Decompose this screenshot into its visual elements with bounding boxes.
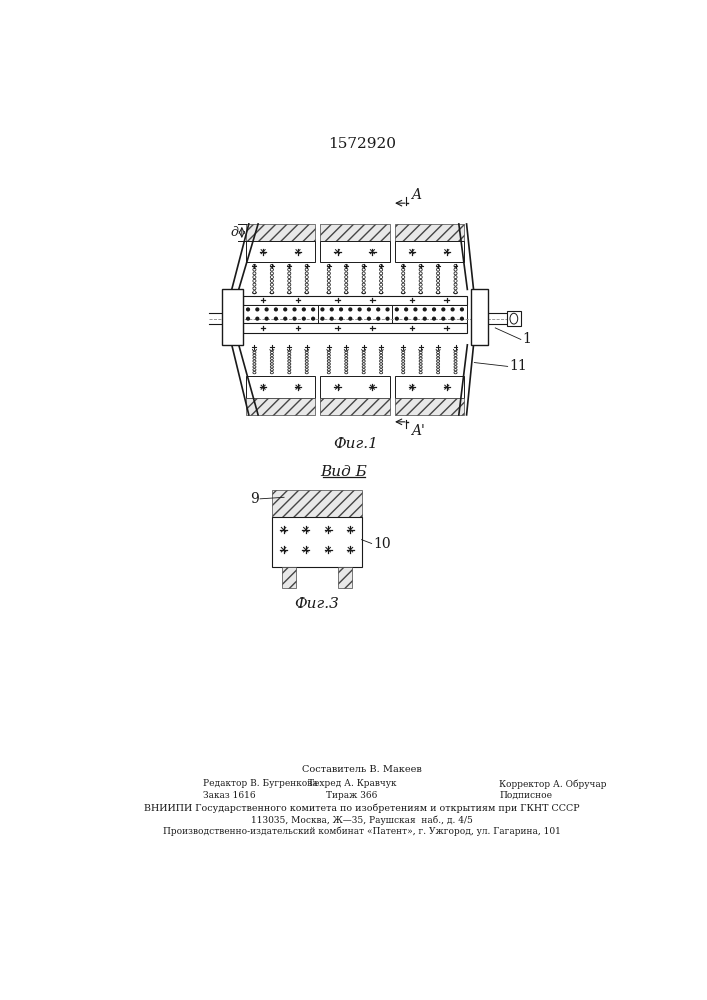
Bar [281,567,296,588]
Circle shape [349,308,351,311]
Circle shape [368,308,370,311]
Circle shape [395,308,398,311]
Circle shape [451,317,454,320]
Bar [320,376,390,398]
Circle shape [460,308,463,311]
Circle shape [312,308,315,311]
Circle shape [423,317,426,320]
Text: 1: 1 [522,332,531,346]
Circle shape [451,308,454,311]
Bar [320,241,390,262]
Circle shape [256,308,259,311]
Circle shape [460,317,463,320]
Circle shape [284,308,286,311]
Circle shape [442,308,445,311]
Text: 11: 11 [509,359,527,373]
Circle shape [358,308,361,311]
Text: 10: 10 [373,536,391,550]
Text: Тираж 366: Тираж 366 [326,791,378,800]
Circle shape [368,317,370,320]
Bar [395,241,464,262]
Bar [507,311,521,326]
Text: Составитель В. Макеев: Составитель В. Макеев [302,765,422,774]
Circle shape [339,308,342,311]
Ellipse shape [510,313,518,324]
Bar [317,305,392,323]
Text: Фиг.1: Фиг.1 [333,437,378,451]
Circle shape [284,317,286,320]
Text: Подписное: Подписное [499,791,552,800]
Circle shape [414,308,417,311]
Circle shape [423,308,426,311]
Bar [272,490,361,517]
Circle shape [303,308,305,311]
Circle shape [433,317,436,320]
Circle shape [349,317,351,320]
Bar [243,323,467,333]
Circle shape [321,317,324,320]
Circle shape [303,317,305,320]
Circle shape [274,308,277,311]
Circle shape [404,308,407,311]
Circle shape [274,317,277,320]
Text: Редактор В. Бугренкова: Редактор В. Бугренкова [203,779,317,788]
Circle shape [386,317,389,320]
Circle shape [256,317,259,320]
Bar [395,398,464,415]
Bar [243,296,467,305]
Circle shape [442,317,445,320]
Circle shape [433,308,436,311]
Text: Фиг.3: Фиг.3 [295,597,339,611]
Circle shape [330,317,333,320]
Bar [246,224,315,241]
Bar [320,224,390,241]
Circle shape [312,317,315,320]
Text: Производственно-издательский комбинат «Патент», г. Ужгород, ул. Гагарина, 101: Производственно-издательский комбинат «П… [163,826,561,836]
Text: 113035, Москва, Ж—35, Раушская  наб., д. 4/5: 113035, Москва, Ж—35, Раушская наб., д. … [251,815,473,825]
Bar [392,305,467,323]
Text: ВНИИПИ Государственного комитета по изобретениям и открытиям при ГКНТ СССР: ВНИИПИ Государственного комитета по изоб… [144,804,580,813]
Text: Заказ 1616: Заказ 1616 [203,791,256,800]
Text: Вид Б: Вид Б [321,465,368,479]
Text: Корректор А. Обручар: Корректор А. Обручар [499,779,607,789]
Bar [222,289,243,345]
Circle shape [293,317,296,320]
Bar [243,305,317,323]
Circle shape [339,317,342,320]
Bar [339,567,352,588]
Text: 1572920: 1572920 [328,137,396,151]
Circle shape [377,308,380,311]
Bar [246,376,315,398]
Circle shape [321,308,324,311]
Circle shape [330,308,333,311]
Text: д: д [231,226,239,239]
Circle shape [386,308,389,311]
Circle shape [265,308,268,311]
Circle shape [293,308,296,311]
Circle shape [395,317,398,320]
Circle shape [358,317,361,320]
Circle shape [414,317,417,320]
Circle shape [377,317,380,320]
Bar [395,376,464,398]
Bar [246,241,315,262]
Bar [395,224,464,241]
Circle shape [247,308,250,311]
Text: A': A' [411,424,425,438]
Text: A: A [411,188,421,202]
Text: Техред А. Кравчук: Техред А. Кравчук [308,779,396,788]
Circle shape [265,317,268,320]
Circle shape [247,317,250,320]
Bar [246,398,315,415]
Text: 9: 9 [250,492,259,506]
Circle shape [404,317,407,320]
Bar [472,289,489,345]
Bar [272,517,361,567]
Bar [320,398,390,415]
